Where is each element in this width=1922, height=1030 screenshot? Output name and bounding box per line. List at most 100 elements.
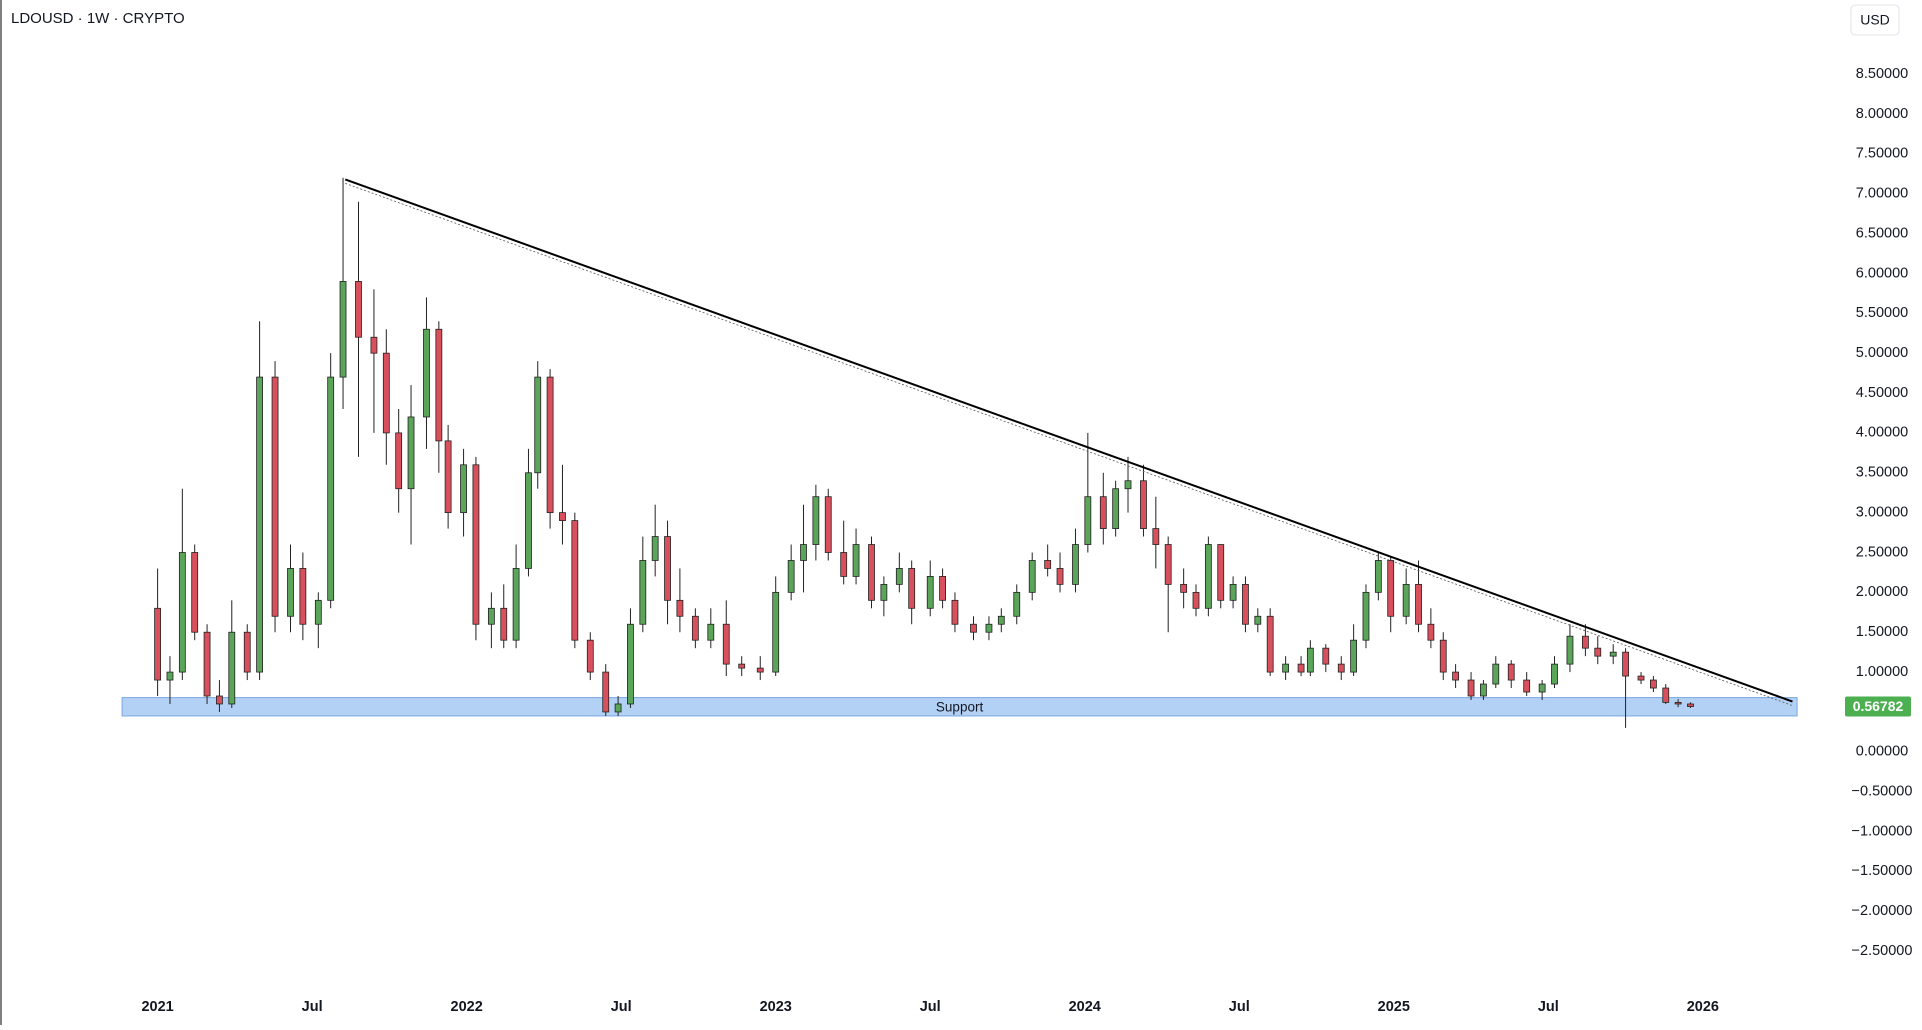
y-tick-label: −0.50000 [1852,784,1913,800]
candle-body [895,568,903,585]
currency-label[interactable]: USD [1860,12,1890,28]
y-tick-label: 5.50000 [1856,305,1908,321]
candle-body [602,671,610,713]
x-tick-label: Jul [611,999,632,1015]
candle-body [614,703,622,713]
candle-body [472,464,480,625]
last-price-label: 0.56782 [1853,698,1904,714]
candle-body [1180,583,1188,593]
y-tick-label: 4.50000 [1856,385,1908,401]
candle-body [1415,583,1422,625]
candle-body [1306,647,1314,673]
candle-body [1164,544,1172,585]
candle-body [1254,615,1262,625]
support-zone [121,697,1798,717]
candle-body [534,376,542,474]
candle-body [586,639,594,673]
candle-body [1072,544,1079,585]
trendline-shadow [345,183,1793,706]
y-tick-label: 4.00000 [1856,425,1908,441]
candle-body [1551,663,1558,685]
candle-body [382,352,390,434]
candle-body [1622,651,1629,677]
trendline [344,178,1793,703]
x-tick-label: 2024 [1069,999,1101,1015]
candle-body [327,376,335,601]
candle-body [1480,683,1487,697]
candle-body [370,336,378,354]
y-tick-label: 5.00000 [1856,345,1908,361]
candle-body [756,667,764,673]
candle-body [1492,663,1500,685]
x-tick-label: Jul [1229,999,1250,1015]
candle-body [1112,488,1120,529]
candle-body [154,607,162,681]
candle-body [1152,528,1160,545]
y-tick-label: 7.00000 [1856,186,1908,202]
candle-body [1507,663,1515,681]
candle-body [880,583,888,601]
candle-body [738,663,746,669]
candle-body [271,376,279,617]
candle-body [444,440,452,514]
candle-body [664,536,671,601]
candle-body [639,560,647,625]
candle-body [1282,663,1290,673]
candle-body [1402,583,1410,617]
currency-button[interactable] [1850,4,1900,36]
candle-body [1582,635,1589,649]
candle-body [1192,591,1200,609]
candle-body [166,671,174,681]
candle-body [1637,675,1645,681]
candle-body [256,376,263,673]
candle-body [571,520,579,641]
candle-body [676,599,684,617]
candle-body [627,623,634,705]
candle-body [939,576,946,601]
support-label: Support [936,699,984,714]
y-tick-label: 2.00000 [1856,584,1908,600]
candle-body [1013,591,1021,617]
candle-body [926,576,934,609]
candle-body [970,623,977,633]
candle-body [1594,647,1602,657]
candle-body [460,464,467,514]
candle-body [1538,683,1546,693]
candle-body [395,432,403,490]
candle-body [997,615,1005,625]
candle-body [1229,583,1237,601]
candle-body [407,416,415,490]
candle-body [1297,663,1305,673]
candle-body [1028,560,1036,593]
candle-body [512,568,520,641]
candle-body [722,623,730,665]
x-tick-label: 2025 [1378,999,1410,1015]
candle-body [707,623,715,641]
x-tick-label: Jul [920,999,941,1015]
candle-body [243,631,251,673]
y-tick-label: 1.50000 [1856,624,1908,640]
candle-body [1350,639,1358,673]
candle-body [1687,703,1694,707]
y-tick-label: 3.50000 [1856,465,1908,481]
candle-body [191,552,199,633]
y-tick-label: 6.00000 [1856,265,1908,281]
x-tick-label: 2021 [141,999,173,1015]
candle-body [500,607,508,641]
candle-body [559,512,566,522]
candle-body [1242,583,1249,625]
candle-body [908,568,916,609]
candle-body [1140,480,1147,529]
y-tick-label: 2.50000 [1856,544,1908,560]
candle-body [287,568,294,617]
candle-body [314,599,322,625]
candle-body [1362,591,1370,641]
candle-body [691,615,699,641]
candle-body [435,328,443,442]
candle-body [1084,496,1092,545]
candle-body [1452,671,1460,681]
candle-body [423,328,430,418]
y-tick-label: 0.00000 [1856,744,1908,760]
candle-body [1439,639,1447,673]
